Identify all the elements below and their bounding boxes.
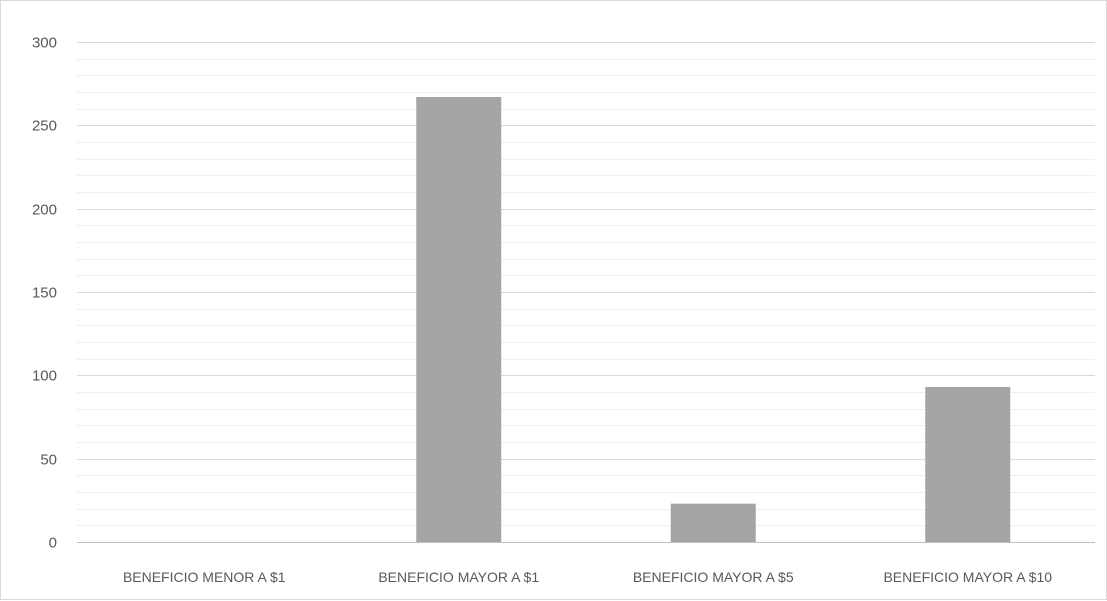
x-category-label: BENEFICIO MAYOR A $5 [633,569,794,585]
x-category-label: BENEFICIO MENOR A $1 [123,569,286,585]
x-category-label: BENEFICIO MAYOR A $10 [883,569,1052,585]
bar [670,503,756,542]
y-tick-label: 50 [40,452,57,469]
bar [416,97,502,542]
y-tick-label: 200 [32,202,57,219]
y-tick-label: 250 [32,118,57,135]
x-category-label: BENEFICIO MAYOR A $1 [378,569,539,585]
bars [416,97,1011,542]
y-tick-label: 0 [49,535,57,552]
y-tick-label: 150 [32,285,57,302]
gridlines [77,42,1095,526]
bar [925,387,1011,542]
y-tick-label: 100 [32,368,57,385]
y-axis-tick-labels: 0 50 100 150 200 250 300 [32,35,57,552]
y-tick-label: 300 [32,35,57,52]
x-axis-category-labels: BENEFICIO MENOR A $1 BENEFICIO MAYOR A $1… [123,569,1052,585]
